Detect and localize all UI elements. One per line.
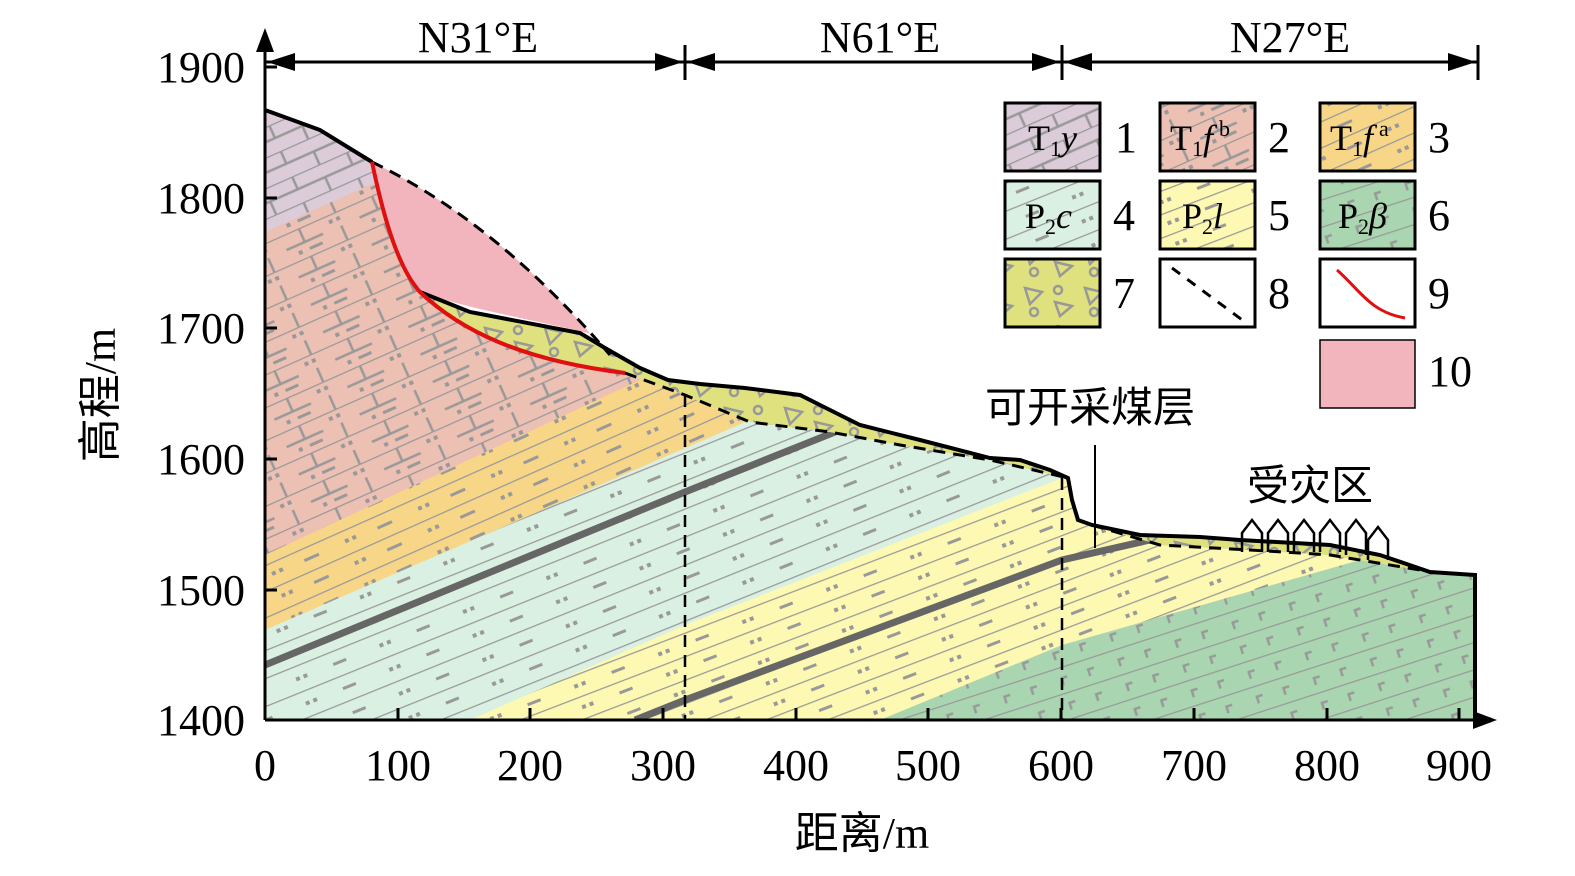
x-tick-labels: 0 100 200 300 400 500 600 700 800 900 [254,741,1492,790]
strata [265,110,1475,720]
x-tick-label: 300 [630,741,696,790]
original-surface-line [371,160,612,356]
svg-text:T1y: T1y [1028,118,1077,161]
house-icon [1366,524,1390,560]
x-tick-label: 400 [763,741,829,790]
svg-text:P2l: P2l [1182,196,1223,239]
coal-seam-upper [265,426,842,669]
slip-surface [370,161,626,375]
legend-item-9: 9 [1318,257,1450,329]
house-icon [1266,517,1290,552]
y-axis-arrow-icon [256,28,274,52]
legend-number: 1 [1115,113,1137,162]
legend-number: 5 [1268,191,1290,240]
x-axis-title: 距离/m [795,809,929,858]
axes [263,45,1480,722]
legend-number: 2 [1268,113,1290,162]
house-icon [1318,517,1342,552]
direction-bar [265,45,1480,80]
legend-item-4: P2c 4 [1003,179,1135,251]
y-tick-labels: 1900 1800 1700 1600 1500 1400 [157,43,245,745]
affected-zone-label: 受灾区 [1247,461,1373,510]
direction-label-1: N31°E [418,13,538,62]
legend-item-1: T1y 1 [1003,101,1137,173]
legend-number: 9 [1428,269,1450,318]
legend-item-2: T1f b 2 [1158,101,1290,173]
x-tick-label: 800 [1294,741,1360,790]
x-tick-label: 700 [1161,741,1227,790]
coal-seam-lower [633,536,1151,720]
x-axis-arrow-icon [1473,711,1497,729]
legend: T1y 1 T1f b 2 T1f a 3 P2c 4 P2l 5 P2β 6 [1003,101,1472,409]
legend-number: 10 [1428,347,1472,396]
ground-surface-crest [264,108,374,164]
coal-seam-label: 可开采煤层 [985,383,1195,432]
legend-item-8: 8 [1158,257,1290,329]
direction-label-3: N27°E [1230,13,1350,62]
legend-item-3: T1f a 3 [1318,101,1450,173]
x-tick-label: 900 [1426,741,1492,790]
legend-number: 8 [1268,269,1290,318]
house-icon [1344,517,1368,555]
y-tick-label: 1500 [157,566,245,615]
y-tick-label: 1400 [157,696,245,745]
colluvium [420,292,1068,478]
legend-number: 4 [1113,191,1135,240]
legend-item-10: 10 [1319,339,1472,409]
y-axis-title: 高程/m [76,328,125,462]
legend-number: 7 [1113,269,1135,318]
svg-text:P2β: P2β [1338,196,1387,239]
y-tick-label: 1600 [157,435,245,484]
x-tick-label: 500 [895,741,961,790]
y-tick-label: 1800 [157,174,245,223]
legend-number: 6 [1428,191,1450,240]
house-icons [1240,517,1390,560]
x-tick-label: 200 [497,741,563,790]
direction-label-2: N61°E [820,13,940,62]
x-tick-label: 100 [365,741,431,790]
house-icon [1292,517,1316,552]
legend-number: 3 [1428,113,1450,162]
direction-arrowheads [267,53,1476,71]
legend-item-7: 7 [1003,257,1135,329]
y-tick-label: 1900 [157,43,245,92]
x-tick-label: 0 [254,741,276,790]
svg-text:P2c: P2c [1025,196,1072,239]
house-icon [1240,517,1264,552]
y-tick-label: 1700 [157,304,245,353]
x-tick-label: 600 [1028,741,1094,790]
landslide-body [372,162,600,345]
legend-item-5: P2l 5 [1158,179,1290,251]
ground-surface [419,290,1477,720]
legend-item-6: P2β 6 [1318,179,1450,251]
